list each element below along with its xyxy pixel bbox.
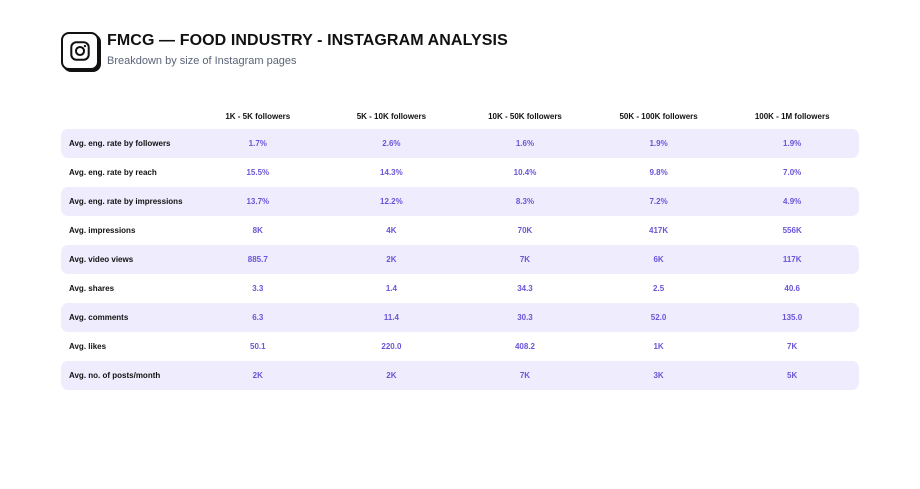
table-cell: 40.6 — [784, 284, 800, 293]
table-cell: 135.0 — [782, 313, 803, 322]
table-cell: 4.9% — [783, 197, 802, 206]
table-row: Avg. impressions 8K 4K 70K 417K 556K — [61, 216, 859, 245]
table-cell: 1.6% — [515, 139, 535, 148]
table-cell: 2K — [252, 371, 263, 380]
table-cell: 6.3 — [252, 313, 264, 322]
table-cell: 7.0% — [783, 168, 802, 177]
table-row: Avg. eng. rate by followers 1.7% 2.6% 1.6% 1… — [61, 129, 859, 158]
table-cell: 220.0 — [381, 342, 402, 351]
table-cell: 10.4% — [513, 168, 537, 177]
row-label: Avg. eng. rate by impressions — [69, 197, 183, 206]
table-cell: 3K — [653, 371, 664, 380]
column-header: 1K - 5K followers — [225, 111, 291, 121]
table-cell: 34.3 — [517, 284, 533, 293]
table-cell: 52.0 — [650, 313, 667, 322]
row-label: Avg. impressions — [69, 226, 136, 235]
table-cell: 1.9% — [783, 139, 802, 148]
column-header: 5K - 10K followers — [356, 111, 427, 121]
table-cell: 30.3 — [517, 313, 533, 322]
page-subtitle: Breakdown by size of Instagram pages — [107, 55, 297, 67]
table-cell: 70K — [517, 226, 533, 235]
table-row: Avg. comments 6.3 11.4 30.3 52.0 135.0 — [61, 303, 859, 332]
analysis-table: 1K - 5K followers 5K - 10K followers 10K -… — [61, 106, 859, 390]
row-label: Avg. video views — [69, 255, 134, 264]
table-cell: 4K — [386, 226, 397, 235]
row-label: Avg. comments — [69, 313, 129, 322]
row-label: Avg. eng. rate by reach — [69, 168, 157, 177]
table-body: Avg. eng. rate by followers 1.7% 2.6% 1.6% 1… — [61, 129, 859, 390]
table-cell: 2K — [386, 255, 397, 264]
table-cell: 1.7% — [248, 139, 267, 148]
table-cell: 11.4 — [383, 313, 399, 322]
table-cell: 14.3% — [380, 168, 403, 177]
table-cell: 5K — [787, 371, 798, 380]
table-cell: 117K — [782, 255, 802, 264]
table-cell: 556K — [782, 226, 802, 235]
row-label: Avg. eng. rate by followers — [69, 139, 171, 148]
instagram-logo — [61, 32, 99, 70]
row-label: Avg. no. of posts/month — [69, 371, 161, 380]
table-cell: 9.8% — [649, 168, 668, 177]
table-row: Avg. video views 885.7 2K 7K 6K 117K — [61, 245, 859, 274]
table-cell: 7K — [519, 255, 531, 264]
table-cell: 417K — [649, 226, 669, 235]
table-cell: 6K — [653, 255, 664, 264]
table-cell: 7.2% — [649, 197, 668, 206]
table-cell: 13.7% — [246, 197, 270, 206]
table-row: Avg. likes 50.1 220.0 408.2 1K 7K — [61, 332, 859, 361]
table-cell: 8.3% — [515, 197, 535, 206]
instagram-icon — [70, 41, 90, 61]
table-row: Avg. eng. rate by impressions 13.7% 12.2% 8… — [61, 187, 859, 216]
table-row: Avg. shares 3.3 1.4 34.3 2.5 40.6 — [61, 274, 859, 303]
title-block: FMCG — FOOD INDUSTRY - INSTAGRAM ANALYSI… — [107, 32, 508, 68]
table-cell: 12.2% — [380, 197, 403, 206]
table-header-row: 1K - 5K followers 5K - 10K followers 10K -… — [61, 106, 859, 126]
table-row: Avg. no. of posts/month 2K 2K 7K 3K 5K — [61, 361, 859, 390]
table-cell: 885.7 — [247, 255, 268, 264]
table-cell: 1.4 — [385, 284, 397, 293]
table-cell: 1.9% — [649, 139, 668, 148]
page-title: FMCG — FOOD INDUSTRY - INSTAGRAM ANALYSI… — [107, 32, 508, 49]
table-cell: 50.1 — [250, 342, 266, 351]
column-header: 10K - 50K followers — [488, 111, 562, 121]
table-cell: 15.5% — [246, 168, 270, 177]
table-cell: 2K — [386, 371, 397, 380]
table-cell: 3.3 — [252, 284, 264, 293]
header: FMCG — FOOD INDUSTRY - INSTAGRAM ANALYSI… — [61, 32, 508, 70]
table-cell: 7K — [787, 342, 798, 351]
table-cell: 2.6% — [382, 139, 401, 148]
table-cell: 408.2 — [514, 342, 535, 351]
table-row: Avg. eng. rate by reach 15.5% 14.3% 10.4% 9.… — [61, 158, 859, 187]
column-header: 100K - 1M followers — [754, 111, 830, 121]
table-cell: 8K — [252, 226, 263, 235]
column-header: 50K - 100K followers — [619, 111, 698, 121]
row-label: Avg. shares — [69, 284, 115, 293]
row-label: Avg. likes — [69, 342, 107, 351]
table-cell: 1K — [653, 342, 664, 351]
table-cell: 2.5 — [653, 284, 665, 293]
table-cell: 7K — [519, 371, 531, 380]
